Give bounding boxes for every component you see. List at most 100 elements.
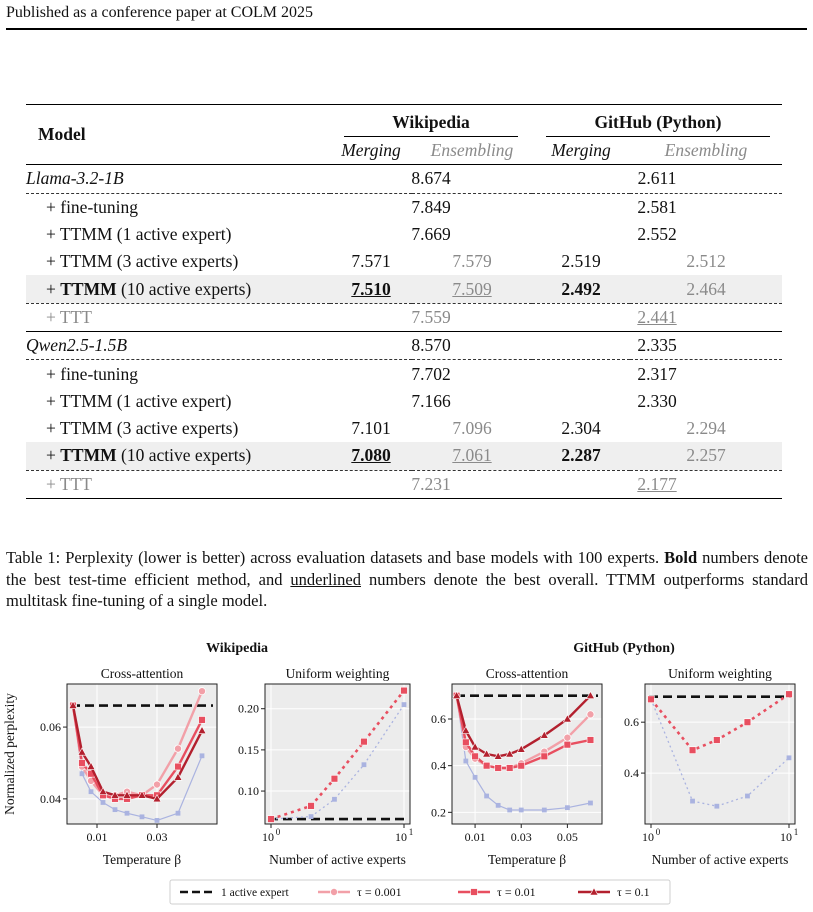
data-point bbox=[86, 761, 96, 770]
y-tick-label: 0.06 bbox=[40, 720, 61, 734]
x-tick-label-exponent: 1 bbox=[409, 827, 414, 837]
row-label: + TTT bbox=[46, 473, 92, 494]
row-label: + TTMM (1 active expert) bbox=[46, 390, 232, 411]
cell: 2.441 bbox=[637, 306, 677, 327]
cell: 2.177 bbox=[637, 473, 677, 494]
data-point bbox=[540, 752, 549, 761]
data-point bbox=[88, 789, 94, 795]
cell: 2.330 bbox=[637, 390, 677, 411]
data-point bbox=[507, 807, 513, 813]
cell: 7.579 bbox=[452, 251, 492, 272]
data-point bbox=[461, 725, 471, 734]
data-point bbox=[463, 758, 469, 764]
plot-area bbox=[644, 683, 796, 825]
legend-box bbox=[169, 879, 671, 905]
data-point bbox=[586, 736, 595, 744]
x-tick-label-exponent: 0 bbox=[656, 827, 661, 837]
series-line bbox=[650, 699, 790, 807]
cell: 2.464 bbox=[630, 275, 782, 304]
data-point bbox=[139, 814, 145, 820]
cell: 7.509 bbox=[412, 275, 532, 304]
row-label: + TTMM (10 active experts) bbox=[26, 442, 330, 471]
data-point bbox=[539, 730, 549, 739]
x-tick-label-exponent: 1 bbox=[794, 827, 799, 837]
data-point bbox=[361, 762, 367, 768]
data-point bbox=[452, 690, 462, 699]
figure-group-title: GitHub (Python) bbox=[573, 641, 675, 656]
data-point bbox=[152, 780, 161, 789]
cell: 7.669 bbox=[411, 224, 451, 245]
cell: 2.304 bbox=[561, 418, 601, 439]
x-tick-label: 10 bbox=[780, 830, 792, 844]
x-tick-label: 0.01 bbox=[87, 830, 108, 844]
series-line bbox=[72, 705, 203, 822]
plot-frame bbox=[451, 683, 603, 825]
panel-title: Uniform weighting bbox=[286, 666, 390, 681]
y-tick-label: 0.4 bbox=[624, 766, 639, 780]
x-tick-label: 0.03 bbox=[511, 830, 532, 844]
cell: 2.257 bbox=[630, 442, 782, 471]
data-point bbox=[562, 714, 572, 723]
row-label: + fine-tuning bbox=[46, 196, 139, 217]
data-point bbox=[173, 772, 183, 781]
plot-area bbox=[66, 683, 218, 825]
data-point bbox=[100, 800, 106, 805]
series-line bbox=[455, 694, 592, 758]
cell: 8.674 bbox=[411, 168, 451, 189]
cell: 7.559 bbox=[411, 306, 451, 327]
x-tick-label: 0.05 bbox=[557, 830, 578, 844]
y-tick-label: 0.15 bbox=[238, 743, 259, 757]
x-axis-label: Temperature β bbox=[103, 852, 181, 867]
data-point bbox=[588, 800, 593, 806]
data-point bbox=[199, 753, 205, 759]
figure: Wikipedia GitHub (Python) Normalized perpl… bbox=[0, 636, 813, 912]
series-line bbox=[71, 705, 204, 801]
data-point bbox=[472, 774, 478, 780]
cell: 7.571 bbox=[351, 251, 391, 272]
data-point bbox=[197, 725, 207, 734]
series-line bbox=[71, 705, 204, 801]
cell: 2.335 bbox=[637, 335, 677, 356]
x-tick-label: 10 bbox=[395, 830, 407, 844]
cell: 7.849 bbox=[411, 196, 451, 217]
data-point bbox=[541, 807, 547, 813]
data-point bbox=[516, 744, 526, 753]
y-tick-label: 0.04 bbox=[40, 792, 61, 806]
legend-marker bbox=[589, 887, 599, 896]
data-point bbox=[785, 690, 793, 698]
legend-label: τ = 0.01 bbox=[497, 885, 536, 899]
data-point bbox=[462, 738, 470, 747]
cell: 7.101 bbox=[351, 418, 391, 439]
cell: 2.519 bbox=[561, 251, 601, 272]
x-axis-label: Temperature β bbox=[488, 852, 566, 867]
data-point bbox=[198, 716, 206, 724]
data-point bbox=[482, 749, 492, 758]
figure-group-title: Wikipedia bbox=[206, 641, 268, 656]
data-point bbox=[505, 749, 515, 758]
header-rule bbox=[6, 28, 807, 30]
cell: 2.287 bbox=[532, 442, 630, 471]
data-point bbox=[745, 793, 750, 799]
data-point bbox=[330, 775, 339, 783]
plot-frame bbox=[644, 683, 796, 825]
panel-title: Cross-attention bbox=[101, 666, 184, 681]
data-point bbox=[68, 700, 78, 709]
data-point bbox=[471, 752, 479, 761]
data-point bbox=[78, 759, 86, 767]
group-wikipedia: Wikipedia bbox=[330, 105, 532, 137]
data-point bbox=[400, 686, 408, 695]
data-point bbox=[470, 742, 480, 751]
legend-label: τ = 0.1 bbox=[617, 885, 650, 899]
subcol-ensembling-wiki: Ensembling bbox=[430, 140, 514, 161]
col-model-header: Model bbox=[38, 124, 86, 145]
data-point bbox=[173, 744, 182, 753]
row-label: + TTMM (3 active experts) bbox=[46, 418, 239, 439]
data-point bbox=[360, 737, 368, 746]
data-point bbox=[647, 695, 655, 703]
series-line bbox=[456, 695, 591, 811]
data-point bbox=[124, 810, 130, 816]
data-point bbox=[308, 814, 314, 819]
panel-title: Uniform weighting bbox=[668, 666, 772, 681]
x-tick-label-exponent: 0 bbox=[276, 827, 281, 837]
subcol-ensembling-gh: Ensembling bbox=[664, 140, 748, 161]
